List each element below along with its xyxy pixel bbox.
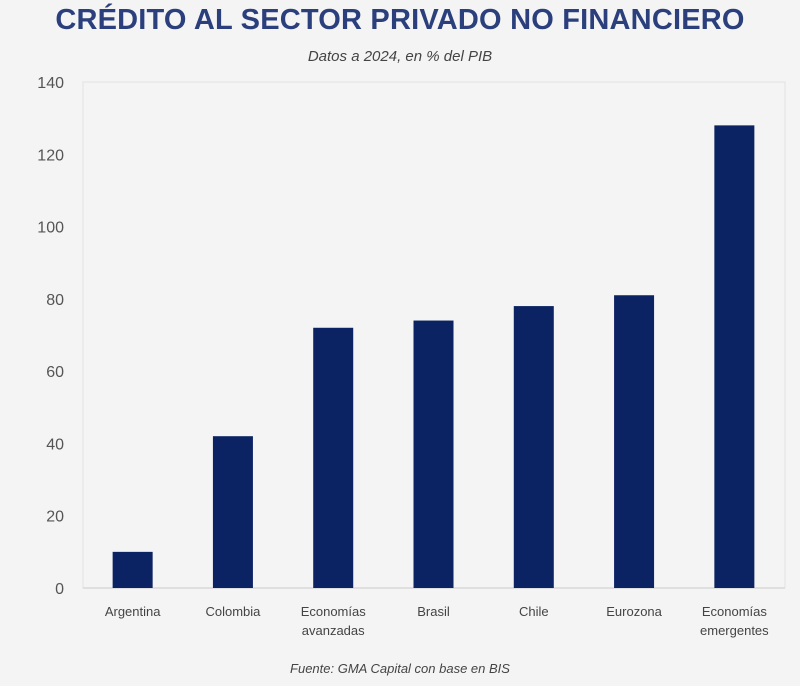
bar [413,320,454,588]
x-tick-label: Eurozona [606,604,662,619]
y-tick-label: 80 [46,292,64,309]
y-tick-label: 0 [55,581,64,598]
x-tick-label: avanzadas [302,623,365,638]
bar [614,295,655,588]
y-tick-label: 100 [37,220,64,237]
y-tick-label: 60 [46,364,64,381]
chart-source: Fuente: GMA Capital con base en BIS [290,661,510,676]
x-tick-label: Chile [519,604,549,619]
bar [714,125,755,588]
y-tick-label: 40 [46,436,64,453]
x-tick-label: Argentina [105,604,161,619]
x-tick-label: Economías [301,604,367,619]
x-tick-label: Economías [702,604,768,619]
y-tick-label: 120 [37,147,64,164]
bar [513,306,554,588]
x-tick-label: emergentes [700,623,769,638]
chart-subtitle: Datos a 2024, en % del PIB [307,48,493,65]
bar [112,551,153,588]
bar [212,436,253,588]
bar [313,327,354,588]
x-tick-label: Brasil [417,604,450,619]
x-tick-label: Colombia [205,604,261,619]
y-tick-label: 140 [37,75,64,92]
y-tick-label: 20 [46,509,64,526]
chart-title: CRÉDITO AL SECTOR PRIVADO NO FINANCIERO [55,4,745,36]
